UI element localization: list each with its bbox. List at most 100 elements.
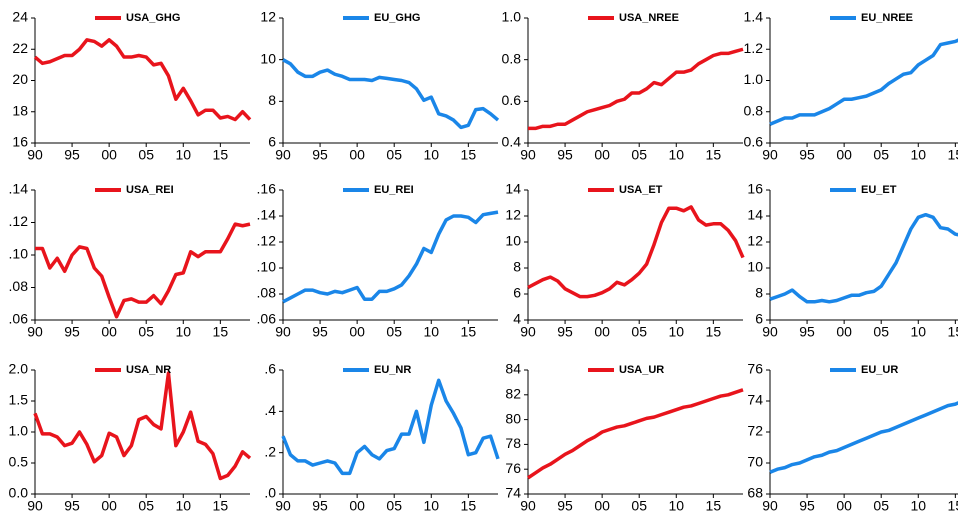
panel: 0.0 0.5 1.0 1.5 2.0 90 95 00 05 10 15 USA_NR [9, 361, 252, 514]
y-tick-label: .4 [264, 402, 276, 418]
panel: 4 6 8 10 12 14 90 95 00 05 10 15 USA_ET [505, 181, 745, 340]
legend-label: USA_NREE [619, 12, 679, 24]
x-tick-label: 00 [594, 324, 610, 340]
y-tick-label: 4 [513, 311, 521, 327]
y-tick-label: 74 [505, 485, 521, 501]
series-line [527, 205, 745, 299]
y-tick-label: 0.6 [744, 134, 764, 150]
x-tick-label: 00 [349, 498, 365, 514]
y-tick-label: 0.8 [744, 102, 764, 118]
legend-label: EU_GHG [374, 12, 420, 24]
x-tick-label: 95 [64, 324, 80, 340]
x-tick-label: 90 [275, 324, 291, 340]
y-tick-label: 6 [268, 134, 276, 150]
legend-label: EU_REI [374, 184, 414, 196]
x-tick-label: 05 [873, 147, 889, 163]
x-tick-label: 00 [101, 498, 117, 514]
series-line [769, 401, 958, 474]
x-tick-label: 95 [557, 147, 573, 163]
y-tick-label: 84 [505, 361, 521, 377]
x-tick-label: 10 [910, 147, 926, 163]
legend-label: USA_ET [619, 184, 663, 196]
legend-label: USA_REI [126, 184, 174, 196]
y-tick-label: 1.0 [9, 423, 29, 439]
y-tick-label: 1.0 [744, 71, 764, 87]
x-tick-label: 90 [520, 147, 536, 163]
series-line [769, 212, 958, 304]
x-tick-label: 10 [423, 498, 439, 514]
panel: 74 76 78 80 82 84 90 95 00 05 10 15 USA_UR [505, 361, 744, 514]
panel: 68 70 72 74 76 90 95 00 05 10 15 EU_UR [747, 361, 958, 514]
x-tick-label: 05 [631, 498, 647, 514]
y-tick-label: 8 [513, 259, 521, 275]
y-tick-label: .12 [9, 213, 29, 229]
x-tick-label: 15 [213, 324, 229, 340]
y-tick-label: 1.5 [9, 392, 29, 408]
y-tick-label: 0.5 [9, 454, 29, 470]
y-tick-label: 16 [747, 181, 763, 197]
x-tick-label: 90 [27, 324, 43, 340]
y-tick-label: 78 [505, 435, 521, 451]
y-tick-label: 72 [747, 423, 763, 439]
panel: .0 .2 .4 .6 90 95 00 05 10 15 EU_NR [264, 361, 500, 514]
y-tick-label: .16 [257, 181, 277, 197]
x-tick-label: 95 [312, 147, 328, 163]
x-tick-label: 10 [423, 147, 439, 163]
y-tick-label: 76 [505, 460, 521, 476]
x-tick-label: 90 [275, 147, 291, 163]
y-tick-label: 10 [505, 233, 521, 249]
series-line [769, 38, 958, 126]
y-tick-label: .12 [257, 233, 277, 249]
y-tick-label: 1.0 [502, 9, 522, 25]
x-tick-label: 90 [27, 147, 43, 163]
y-tick-label: .14 [9, 181, 29, 197]
legend-label: EU_UR [861, 364, 898, 376]
x-tick-label: 00 [349, 324, 365, 340]
x-tick-label: 05 [386, 324, 402, 340]
x-tick-label: 10 [175, 147, 191, 163]
x-tick-label: 95 [64, 498, 80, 514]
legend-label: EU_ET [861, 184, 897, 196]
x-tick-label: 05 [138, 147, 154, 163]
x-tick-label: 90 [762, 498, 778, 514]
y-tick-label: 6 [755, 311, 763, 327]
x-tick-label: 00 [594, 498, 610, 514]
x-tick-label: 90 [275, 498, 291, 514]
x-tick-label: 10 [910, 498, 926, 514]
x-tick-label: 95 [312, 498, 328, 514]
series-line [528, 47, 744, 131]
y-tick-label: .08 [257, 285, 277, 301]
panel: 6 8 10 12 14 16 90 95 00 05 10 15 EU_ET [747, 181, 958, 340]
x-tick-label: 00 [836, 324, 852, 340]
x-tick-label: 15 [948, 147, 958, 163]
x-tick-label: 95 [799, 498, 815, 514]
y-tick-label: .0 [264, 485, 276, 501]
y-tick-label: 14 [505, 181, 521, 197]
y-tick-label: 76 [747, 361, 763, 377]
series-line [33, 371, 252, 481]
x-tick-label: 00 [349, 147, 365, 163]
y-tick-label: 0.6 [502, 92, 522, 108]
panel: 0.4 0.6 0.8 1.0 90 95 00 05 10 15 USA_NREE [502, 9, 744, 163]
y-tick-label: 0.8 [502, 50, 522, 66]
x-tick-label: 90 [520, 324, 536, 340]
y-tick-label: 82 [505, 386, 521, 402]
series-line [35, 222, 251, 319]
x-tick-label: 05 [873, 498, 889, 514]
series-line [282, 58, 500, 130]
x-tick-label: 90 [520, 498, 536, 514]
y-tick-label: 0.0 [9, 485, 29, 501]
x-tick-label: 05 [386, 498, 402, 514]
x-tick-label: 15 [213, 498, 229, 514]
legend-label: USA_UR [619, 364, 664, 376]
y-tick-label: 18 [12, 102, 28, 118]
x-tick-label: 15 [461, 147, 477, 163]
x-tick-label: 15 [213, 147, 229, 163]
x-tick-label: 05 [873, 324, 889, 340]
y-tick-label: 2.0 [9, 361, 29, 377]
panel: 16 18 20 22 24 90 95 00 05 10 15 USA_GHG [12, 9, 252, 163]
x-tick-label: 00 [101, 147, 117, 163]
x-tick-label: 95 [557, 324, 573, 340]
legend-label: USA_GHG [126, 12, 180, 24]
